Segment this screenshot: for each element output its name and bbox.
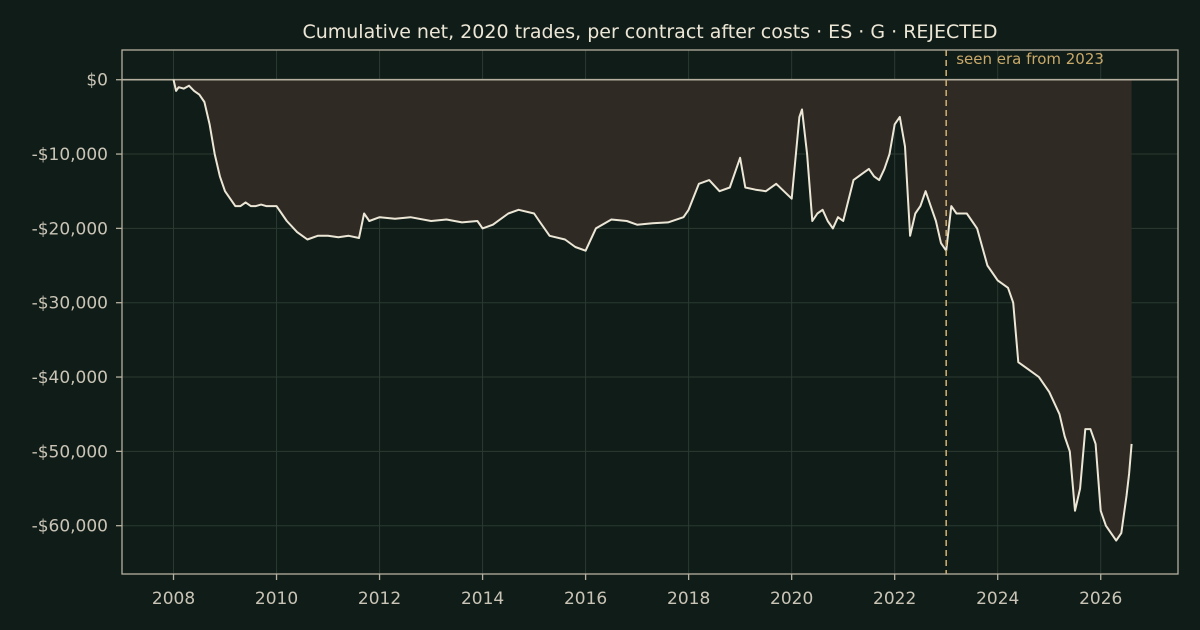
x-tick-label: 2008 xyxy=(152,589,195,609)
y-tick-label: -$40,000 xyxy=(32,368,108,388)
y-tick-label: -$20,000 xyxy=(32,219,108,239)
y-tick-label: -$50,000 xyxy=(32,442,108,462)
cumulative-net-area xyxy=(173,79,1132,541)
y-tick-label: -$10,000 xyxy=(32,145,108,165)
x-tick-label: 2012 xyxy=(358,589,401,609)
chart-title: Cumulative net, 2020 trades, per contrac… xyxy=(302,21,997,43)
cumulative-net-line xyxy=(172,79,1133,542)
x-tick-label: 2022 xyxy=(873,589,916,609)
x-tick-label: 2010 xyxy=(255,589,298,609)
y-tick-label: $0 xyxy=(86,71,108,91)
x-tick-label: 2016 xyxy=(564,589,607,609)
y-tick-label: -$30,000 xyxy=(32,294,108,314)
plot-frame xyxy=(121,49,1179,575)
x-tick-label: 2024 xyxy=(976,589,1019,609)
seen-era-label: seen era from 2023 xyxy=(956,50,1104,68)
x-tick-label: 2018 xyxy=(667,589,710,609)
axis-ticks: 2008 2010 2012 2014 2016 2018 2020 2022 2024 2026… xyxy=(32,71,1123,609)
x-tick-label: 2014 xyxy=(461,589,504,609)
y-tick-label: -$60,000 xyxy=(32,517,108,537)
x-tick-label: 2020 xyxy=(770,589,813,609)
x-tick-label: 2026 xyxy=(1079,589,1122,609)
